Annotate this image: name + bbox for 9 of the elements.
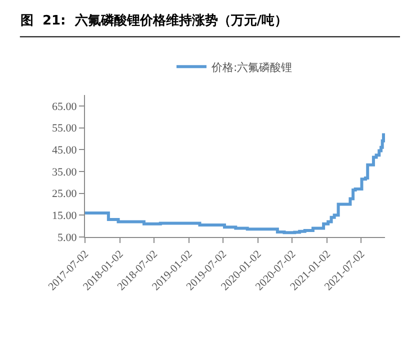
y-tick-label: 35.00 [52, 166, 78, 178]
y-tick-label: 25.00 [52, 188, 78, 200]
y-tick-label: 5.00 [58, 232, 78, 244]
legend-label: 价格:六氟磷酸锂 [210, 60, 292, 74]
y-tick-label: 15.00 [52, 210, 78, 222]
y-tick-label: 55.00 [52, 122, 78, 135]
y-tick-label: 65.00 [52, 100, 78, 113]
y-tick-label: 45.00 [52, 144, 78, 156]
chart-title: 图 21: 六氟磷酸锂价格维持涨势（万元/吨） [20, 12, 288, 29]
